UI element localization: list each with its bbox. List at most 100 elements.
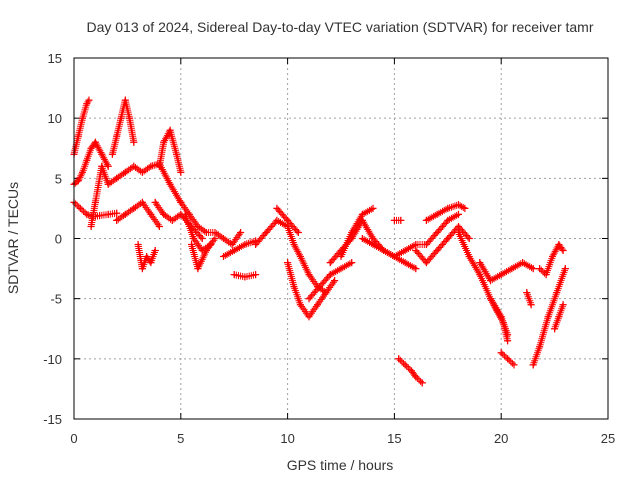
data-point (401, 247, 409, 254)
data-point (455, 201, 462, 209)
data-point (395, 355, 403, 363)
data-point (290, 283, 298, 291)
y-tick-label: -15 (43, 412, 62, 427)
data-point (549, 253, 556, 260)
data-point (91, 138, 99, 146)
data-point (536, 343, 544, 351)
data-point (83, 100, 91, 108)
x-tick-label: 0 (70, 431, 77, 446)
data-point (412, 247, 420, 254)
data-point (108, 150, 116, 158)
data-point (134, 241, 142, 248)
data-point (284, 216, 292, 224)
data-point (76, 204, 84, 212)
data-point (455, 223, 462, 230)
data-point (143, 253, 151, 260)
series-sat-ag (523, 289, 535, 309)
series-markers (284, 259, 339, 321)
data-point (476, 271, 484, 279)
data-point (230, 247, 238, 254)
data-point (559, 301, 567, 309)
data-point (444, 204, 452, 212)
data-point (177, 168, 185, 176)
y-tick-label: 5 (55, 171, 62, 186)
data-point (358, 210, 366, 218)
series-sat-c (70, 198, 121, 221)
series-sat-x (412, 223, 473, 267)
data-point (83, 156, 91, 164)
data-point (155, 223, 163, 230)
data-point (337, 253, 345, 260)
data-point (220, 253, 227, 260)
data-point (104, 210, 112, 218)
data-point (198, 235, 206, 242)
data-point (455, 210, 462, 218)
data-point (519, 259, 527, 267)
data-point (273, 204, 281, 212)
data-point (401, 259, 409, 267)
y-tick-label: 15 (48, 51, 62, 66)
data-point (497, 349, 505, 357)
series-sat-w (390, 216, 405, 224)
data-point (147, 162, 155, 170)
data-point (138, 168, 146, 176)
data-point (337, 265, 345, 273)
data-point (160, 138, 168, 146)
data-point (401, 361, 409, 369)
data-point (241, 241, 249, 248)
data-point (74, 132, 82, 140)
data-point (113, 216, 121, 224)
x-tick-label: 15 (387, 431, 401, 446)
data-point (390, 216, 398, 224)
data-point (284, 259, 292, 267)
series-sat-e (108, 96, 138, 158)
series-sat-ac (497, 349, 518, 369)
data-point (465, 253, 473, 260)
data-point (160, 210, 168, 218)
data-point (369, 241, 377, 248)
data-point (138, 198, 146, 206)
data-point (465, 235, 473, 242)
series-sat-m (220, 237, 260, 260)
data-point (455, 229, 462, 236)
data-point (104, 180, 112, 188)
data-point (529, 265, 537, 273)
data-point (493, 307, 501, 315)
grid-lines (74, 58, 608, 419)
data-point (553, 289, 561, 297)
series-sat-n (230, 271, 260, 281)
data-point (461, 204, 469, 212)
data-point (113, 132, 121, 140)
series-sat-t (337, 204, 377, 260)
data-point (555, 313, 563, 321)
data-point (369, 204, 377, 212)
data-point (499, 319, 507, 327)
data-point (422, 241, 430, 248)
data-point (130, 204, 138, 212)
x-axis-label: GPS time / hours (287, 457, 394, 473)
data-point (126, 114, 133, 122)
data-point (296, 253, 304, 260)
data-point (397, 216, 405, 224)
data-point (497, 271, 505, 279)
series-sat-u (358, 210, 462, 260)
data-point (433, 210, 441, 218)
data-point (296, 301, 304, 309)
chart-title: Day 013 of 2024, Sidereal Day-to-day VTE… (86, 19, 593, 35)
data-point (380, 247, 388, 254)
series-sat-i (151, 198, 206, 242)
axis-ticks: 0 5 10 15 20 25 -15 -10 -5 0 5 10 15 (43, 51, 615, 446)
data-point (508, 265, 516, 273)
data-point (348, 259, 356, 267)
data-point (314, 301, 321, 309)
y-axis-label: SDTVAR / TECUs (5, 182, 21, 294)
data-point (130, 162, 138, 170)
data-point (487, 295, 494, 303)
data-point (83, 210, 91, 218)
x-tick-label: 25 (601, 431, 615, 446)
data-point (433, 247, 441, 254)
data-point (177, 198, 185, 206)
data-point (412, 265, 420, 273)
data-point (130, 138, 138, 146)
